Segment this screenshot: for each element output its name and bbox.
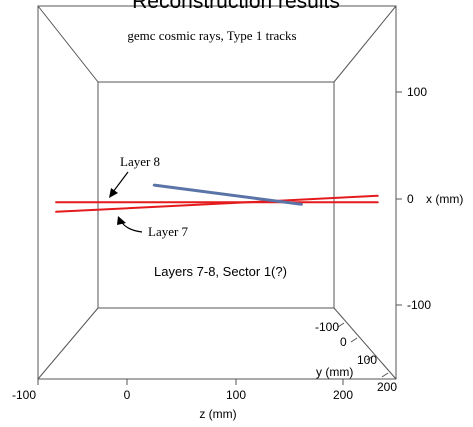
label-layer-8: Layer 8 — [120, 154, 160, 169]
y-tick-label: -100 — [315, 320, 339, 334]
edge-top-left — [38, 6, 98, 82]
annotation: Layers 7-8, Sector 1(?) — [154, 264, 287, 279]
arrow-layer-8 — [109, 172, 128, 198]
arrow-layer-7 — [117, 216, 142, 232]
z-tick-label: 0 — [124, 388, 131, 402]
x-axis-label: x (mm) — [426, 192, 463, 206]
track-2 — [56, 196, 378, 212]
z-tick-label: 100 — [226, 388, 246, 402]
z-tick-label: -100 — [12, 388, 36, 402]
chart-subtitle: gemc cosmic rays, Type 1 tracks — [127, 28, 296, 43]
z-axis-label: z (mm) — [199, 407, 236, 421]
x-tick-label: 0 — [407, 192, 414, 206]
edge-top-right — [334, 6, 396, 82]
x-axis: 100 0 -100 x (mm) — [396, 85, 463, 312]
y-tick-label: 200 — [377, 380, 397, 394]
y-axis-label: y (mm) — [316, 365, 353, 379]
x-tick-label: -100 — [407, 298, 431, 312]
y-tick-label: 100 — [357, 353, 377, 367]
z-tick-label: 200 — [333, 388, 353, 402]
x-tick-label: 100 — [407, 85, 427, 99]
y-axis: -100 0 100 200 y (mm) — [315, 320, 397, 394]
y-tick-label: 0 — [340, 335, 347, 349]
label-layer-7: Layer 7 — [148, 224, 189, 239]
series-group — [56, 185, 378, 212]
chart-title: Reconstruction results — [132, 0, 340, 13]
edge-bottom-left — [38, 308, 98, 379]
z-axis: -100 0 100 200 z (mm) — [12, 379, 353, 421]
